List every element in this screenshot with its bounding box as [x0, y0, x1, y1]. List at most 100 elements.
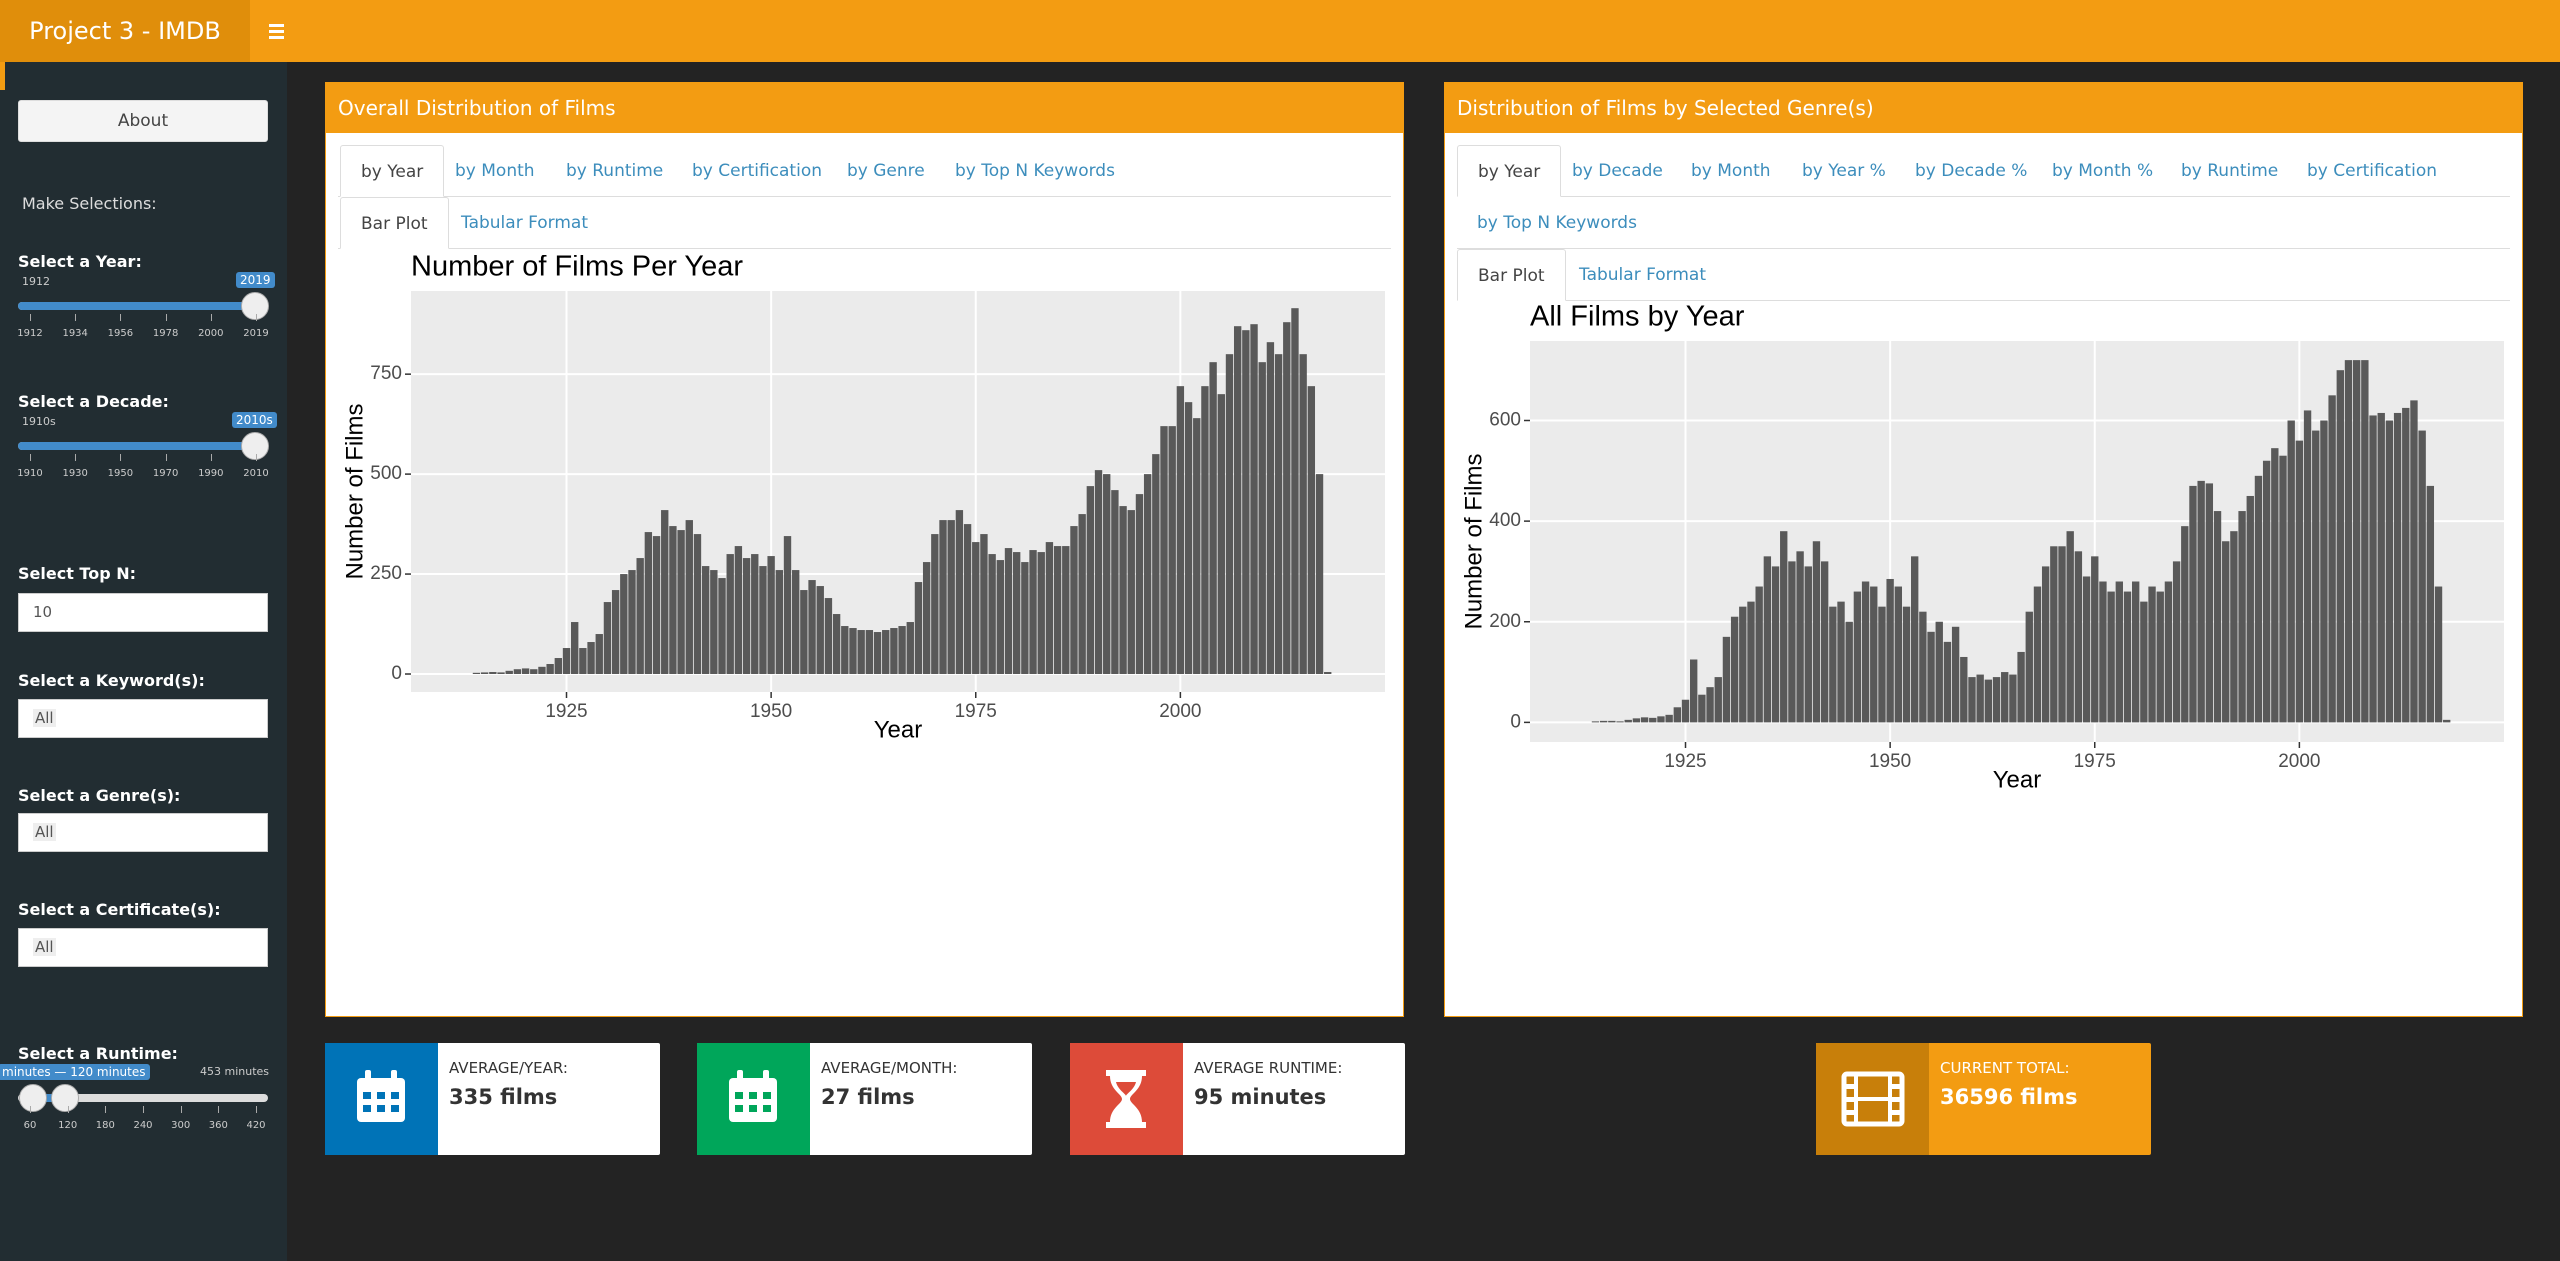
slider-tick [165, 454, 167, 461]
bar [1062, 546, 1070, 675]
tab[interactable]: by Year [340, 145, 445, 197]
slider-tick-label: 2010 [243, 468, 269, 479]
input-label: Select a Certificate(s): [18, 900, 221, 919]
menu-line [269, 36, 284, 39]
slider-tick-label: 1950 [107, 468, 134, 479]
bar [595, 634, 603, 675]
input-box[interactable]: All [18, 813, 268, 852]
subtab[interactable]: Bar Plot [340, 197, 449, 249]
bar [2328, 395, 2336, 723]
menu-toggle[interactable] [258, 16, 294, 46]
bar [2213, 511, 2222, 723]
bar [1266, 342, 1275, 675]
bar [2156, 591, 2164, 723]
bar [571, 622, 579, 675]
input-label: Select a Keyword(s): [18, 671, 205, 690]
bar [1624, 719, 1632, 723]
input-label: Select Top N: [18, 564, 137, 583]
about-button[interactable]: About [18, 100, 268, 142]
tab[interactable]: by Runtime [2181, 161, 2279, 181]
bar [2140, 601, 2148, 723]
tab[interactable]: by Decade [1572, 161, 1663, 181]
subtab[interactable]: Bar Plot [1457, 249, 1566, 301]
bar [1233, 326, 1242, 675]
bar [1984, 679, 1993, 723]
tab[interactable]: by Year [1457, 145, 1562, 197]
x-tick-label: 1950 [750, 701, 792, 722]
input-label: Select a Genre(s): [18, 786, 181, 805]
bar [898, 626, 906, 675]
y-tick-label: 400 [1489, 510, 1521, 531]
bar [742, 558, 751, 675]
slider-tick-label: 60 [23, 1120, 37, 1131]
header-bar [0, 0, 2560, 62]
slider-tick [165, 314, 167, 321]
bar [554, 658, 563, 675]
bar [546, 664, 554, 675]
slider-tick-label: 300 [171, 1120, 191, 1131]
bar [1324, 672, 1332, 675]
bar [2189, 485, 2197, 723]
slider-tick [120, 454, 122, 461]
tab[interactable]: by Top N Keywords [1477, 213, 1637, 233]
bar [1037, 552, 1045, 675]
tab[interactable]: by Month % [2052, 161, 2154, 181]
slider-tick [105, 1106, 107, 1113]
input-label: Select a Runtime: [18, 1044, 178, 1063]
bar [1796, 551, 1804, 723]
bar [947, 520, 955, 675]
slider-min: 1910s [22, 415, 56, 428]
bar [1968, 677, 1976, 723]
bar [1837, 601, 1845, 723]
bar [1820, 561, 1829, 723]
bar [530, 669, 538, 675]
tab[interactable]: by Decade % [1915, 161, 2028, 181]
y-tick-label: 0 [1510, 711, 1521, 732]
bar [2123, 591, 2132, 723]
subtab[interactable]: Tabular Format [1579, 265, 1706, 285]
bar [1771, 566, 1780, 723]
input-box[interactable]: All [18, 928, 268, 967]
bar [669, 526, 677, 675]
slider-tick [210, 314, 212, 321]
tab[interactable]: by Certification [692, 161, 822, 181]
slider-tick [256, 314, 257, 321]
bar [808, 580, 816, 675]
bar [2443, 719, 2451, 723]
chart-title: All Films by Year [1530, 305, 1745, 333]
slider-tick [210, 454, 212, 461]
bar [1632, 718, 1641, 723]
y-tick-label: 200 [1489, 611, 1521, 632]
info-box-icon [697, 1043, 810, 1155]
tab[interactable]: by Month [455, 161, 535, 181]
tab[interactable]: by Runtime [566, 161, 664, 181]
tab[interactable]: by Year % [1802, 161, 1886, 181]
bar [2426, 485, 2435, 723]
input-box[interactable]: All [18, 699, 268, 738]
bar [1927, 631, 1935, 723]
slider-handle[interactable] [51, 1084, 79, 1112]
tab[interactable]: by Certification [2307, 161, 2437, 181]
bar [2385, 420, 2394, 723]
bar [1951, 626, 1960, 723]
tab[interactable]: by Month [1691, 161, 1771, 181]
tab[interactable]: by Genre [847, 161, 925, 181]
bar [939, 520, 947, 675]
slider-tick [218, 1106, 220, 1113]
slider-handle[interactable] [241, 292, 269, 320]
bar [1119, 506, 1127, 675]
slider-handle[interactable] [19, 1084, 47, 1112]
bar [1250, 324, 1258, 675]
info-box: AVERAGE/YEAR: 335 films [325, 1043, 660, 1155]
tab[interactable]: by Top N Keywords [955, 161, 1115, 181]
bar [628, 570, 636, 675]
bar [783, 536, 792, 675]
bar [1747, 601, 1755, 723]
bar [890, 628, 898, 675]
x-tick-label: 1975 [2074, 751, 2116, 772]
bar [955, 510, 964, 675]
slider-max: 453 minutes [200, 1065, 270, 1078]
slider-handle[interactable] [241, 432, 269, 460]
input-box[interactable]: 10 [18, 593, 268, 632]
subtab[interactable]: Tabular Format [461, 213, 588, 233]
